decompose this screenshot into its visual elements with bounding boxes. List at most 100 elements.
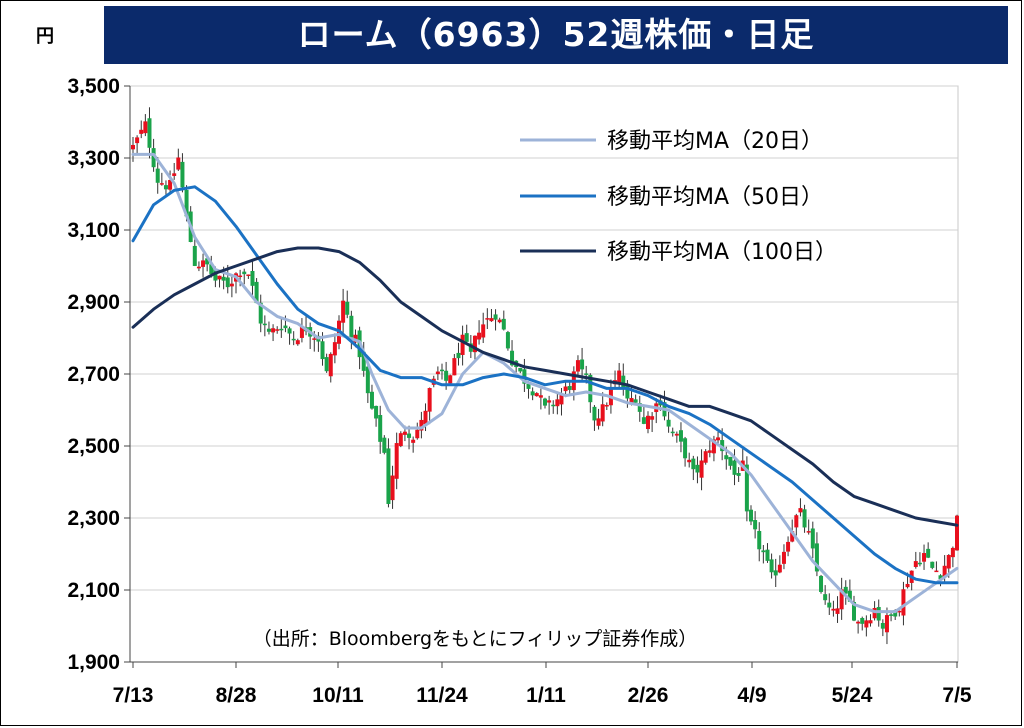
candle-body: [650, 416, 655, 420]
candle-body: [427, 388, 432, 412]
candle-body: [732, 460, 737, 475]
candle-body: [889, 614, 894, 616]
candle-body: [683, 438, 688, 459]
candle-body: [398, 433, 403, 447]
ma-line-1: [131, 185, 959, 585]
candle-body: [604, 404, 609, 407]
candle-body: [493, 314, 498, 320]
candle-body: [901, 589, 906, 616]
candle-body: [250, 270, 255, 286]
candle-body: [538, 395, 543, 398]
source-note: （出所：Bloombergをもとにフィリップ証券作成）: [253, 628, 698, 650]
candle-body: [786, 541, 791, 552]
candle-body: [617, 370, 622, 385]
candle-body: [666, 419, 671, 427]
candle-body: [192, 245, 197, 266]
candle-body: [444, 370, 449, 381]
candle-body: [411, 439, 416, 443]
candle-body: [295, 340, 300, 345]
y-tick-label: 3,500: [67, 75, 120, 98]
candle-body: [596, 418, 601, 426]
candle-body: [819, 575, 824, 592]
candle-body: [852, 602, 856, 621]
candle-body: [147, 118, 152, 148]
candle-body: [625, 385, 630, 399]
candle-body: [868, 620, 873, 624]
candle-body: [324, 357, 329, 372]
candle-body: [415, 429, 420, 439]
candle-body: [143, 121, 148, 134]
candle-body: [798, 508, 803, 513]
candle-body: [856, 621, 861, 624]
candle-body: [835, 608, 840, 614]
x-tick-label: 7/13: [113, 684, 154, 707]
candle-body: [312, 338, 317, 340]
candle-body: [299, 326, 304, 338]
candle-body: [332, 342, 337, 356]
candle-body: [757, 530, 762, 550]
candle-body: [501, 318, 506, 330]
candle-body: [238, 275, 243, 278]
candle-body: [802, 509, 807, 528]
candle-body: [580, 359, 585, 370]
candle-body: [530, 391, 535, 396]
y-tick-label: 2,300: [67, 507, 120, 530]
candle-body: [551, 404, 556, 407]
candle-body: [691, 458, 696, 470]
candle-body: [472, 335, 477, 353]
candle-body: [456, 352, 461, 359]
candle-body: [806, 531, 811, 533]
candle-body: [369, 391, 374, 409]
candle-body: [847, 590, 852, 602]
candle-body: [534, 393, 539, 397]
x-tick-label: 1/11: [526, 684, 566, 707]
candle-body: [831, 608, 836, 611]
candle-body: [180, 161, 185, 188]
x-tick-label: 5/24: [832, 684, 873, 707]
candle-body: [452, 358, 457, 376]
candle-body: [629, 398, 634, 404]
x-tick-label: 11/24: [416, 684, 468, 707]
candle-body: [860, 618, 865, 624]
candle-body: [159, 183, 164, 185]
x-tick-label: 8/28: [216, 684, 257, 707]
candle-body: [172, 173, 177, 176]
candle-body: [378, 415, 383, 442]
candle-body: [229, 283, 234, 287]
candle-body: [695, 464, 700, 473]
candle-body: [151, 148, 156, 168]
candle-body: [201, 260, 206, 267]
candle-body: [374, 405, 379, 419]
legend-label: 移動平均MA（100日）: [607, 240, 837, 265]
candle-body: [794, 515, 799, 528]
candle-body: [687, 459, 692, 463]
candle-body: [168, 179, 173, 190]
candle-body: [926, 548, 931, 558]
candle-body: [765, 549, 770, 561]
y-tick-label: 2,500: [67, 435, 120, 458]
candle-body: [934, 570, 939, 573]
candle-body: [435, 371, 440, 375]
candle-body: [155, 168, 160, 183]
candle-body: [163, 185, 168, 190]
candle-body: [588, 374, 593, 403]
candle-body: [291, 338, 296, 341]
candle-body: [810, 528, 815, 549]
candle-body: [744, 464, 749, 512]
candle-body: [464, 333, 469, 342]
y-tick-label: 3,300: [67, 147, 120, 170]
candle-body: [477, 332, 482, 340]
candle-body: [703, 451, 708, 463]
candle-body: [225, 277, 230, 288]
candle-body: [678, 430, 683, 442]
candle-body: [176, 157, 181, 170]
candle-body: [777, 564, 782, 573]
candle-body: [341, 300, 346, 323]
candle-body: [242, 271, 247, 275]
candle-body: [258, 302, 263, 324]
candle-body: [728, 456, 733, 466]
candle-body: [481, 324, 486, 338]
candle-body: [913, 561, 918, 567]
candle-body: [716, 437, 721, 441]
